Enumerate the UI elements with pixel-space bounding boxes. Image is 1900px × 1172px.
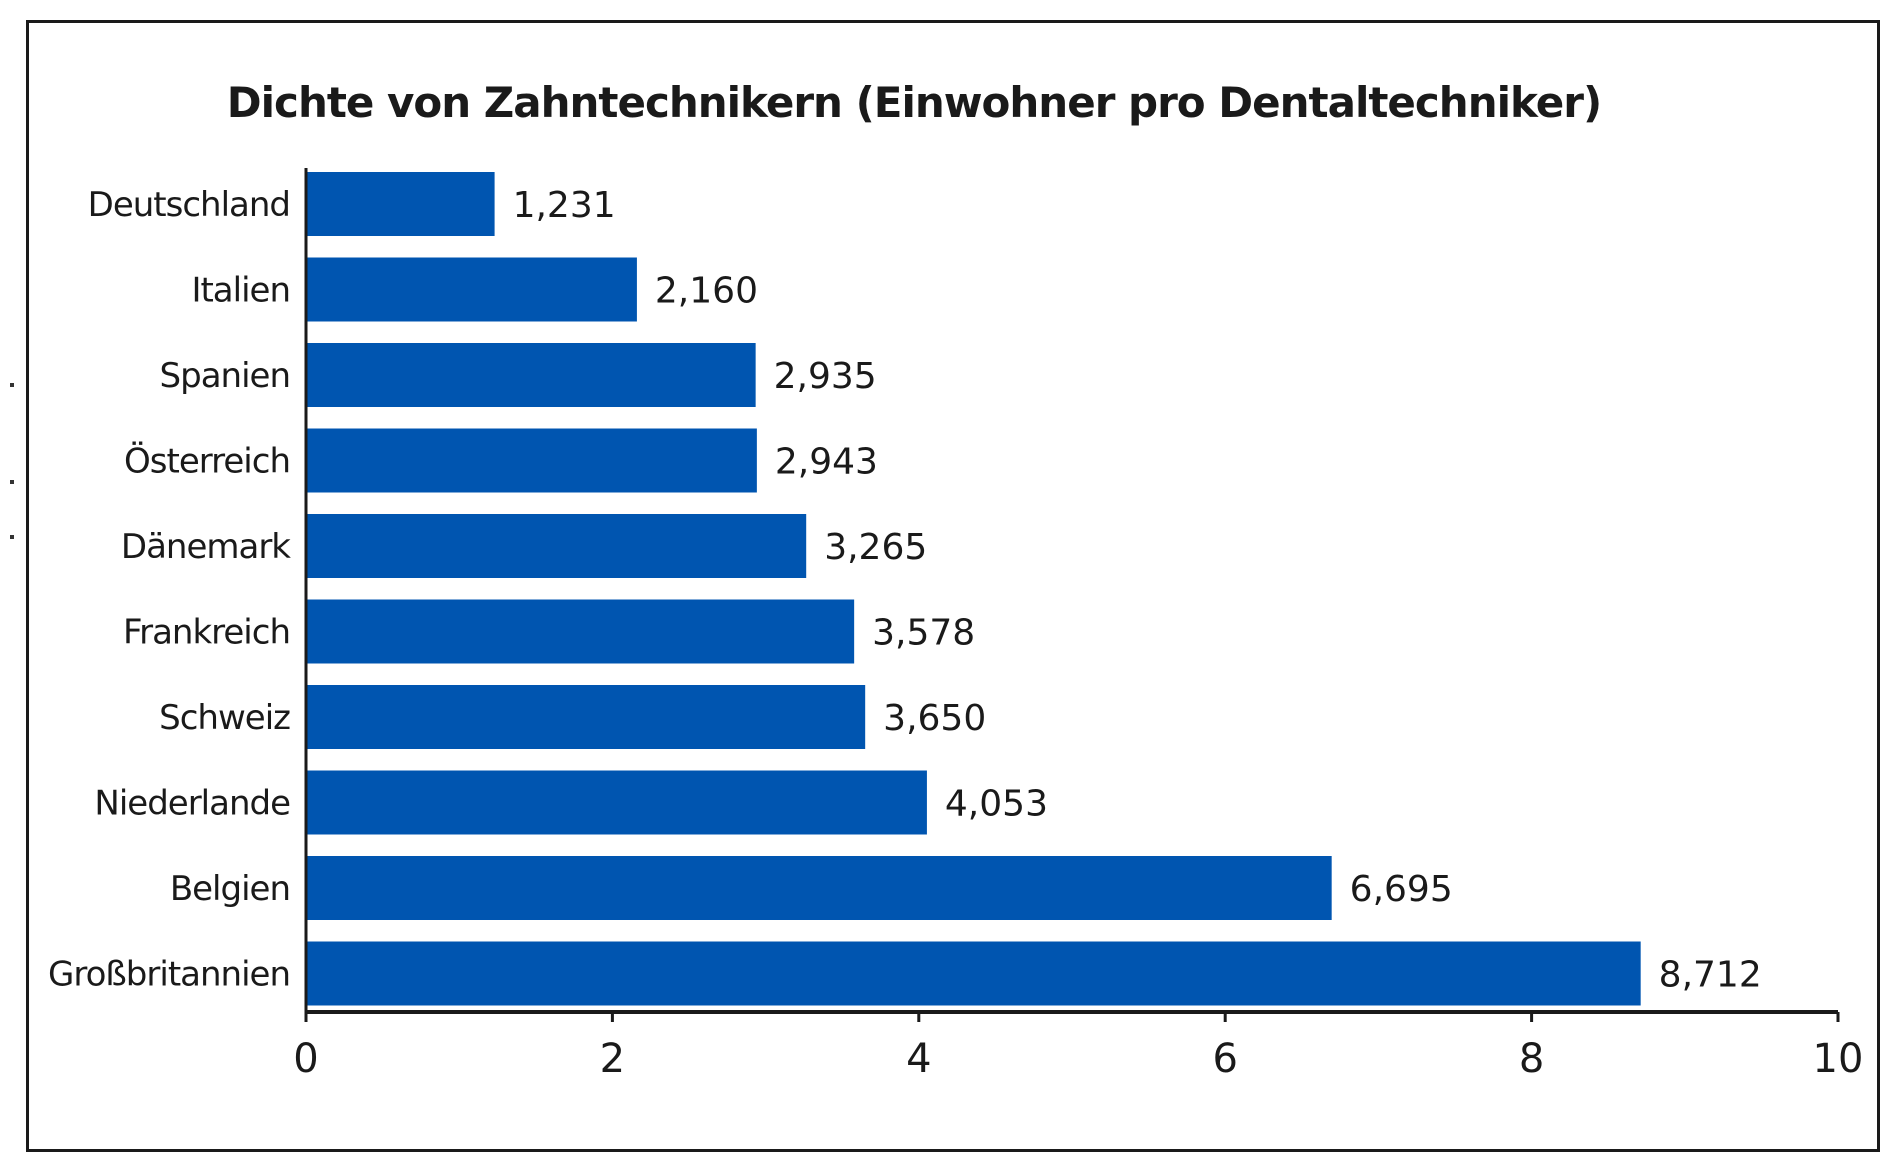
value-label: 3,578 bbox=[872, 613, 975, 654]
labels-group: Deutschland 1,231 Italien 2,160 Spanien 2,935… bbox=[48, 185, 1762, 996]
x-tick-label: 2 bbox=[600, 1036, 625, 1082]
category-label: Großbritannien bbox=[48, 955, 290, 995]
x-tick-label: 4 bbox=[906, 1036, 931, 1082]
value-label: 6,695 bbox=[1350, 869, 1453, 910]
bar-niederlande bbox=[306, 770, 927, 835]
bar-dänemark bbox=[306, 514, 807, 578]
bar-belgien bbox=[306, 856, 1332, 920]
x-tick-label: 10 bbox=[1813, 1036, 1864, 1082]
value-label: 4,053 bbox=[945, 784, 1048, 825]
category-label: Schweiz bbox=[159, 698, 290, 738]
edge-mark bbox=[10, 535, 14, 539]
chart-title: Dichte von Zahntechnikern (Einwohner pro… bbox=[226, 78, 1602, 127]
x-tick-label: 8 bbox=[1519, 1036, 1544, 1082]
bar-großbritannien bbox=[306, 941, 1641, 1006]
category-label: Niederlande bbox=[94, 784, 290, 824]
category-label: Italien bbox=[191, 271, 290, 311]
bar-italien bbox=[306, 257, 637, 322]
bar-frankreich bbox=[306, 599, 855, 664]
bar-deutschland bbox=[306, 172, 495, 236]
value-label: 3,650 bbox=[883, 698, 986, 739]
category-label: Dänemark bbox=[121, 527, 291, 567]
value-label: 2,935 bbox=[774, 356, 877, 397]
chart-frame bbox=[26, 20, 1880, 1152]
category-label: Belgien bbox=[170, 869, 290, 909]
category-label: Österreich bbox=[124, 441, 290, 482]
x-axis: 0 2 4 6 8 10 bbox=[293, 168, 1863, 1082]
x-tick-label: 0 bbox=[293, 1036, 318, 1082]
bar-spanien bbox=[306, 343, 756, 407]
edge-mark bbox=[10, 383, 14, 387]
category-label: Frankreich bbox=[123, 613, 290, 653]
x-tick-label: 6 bbox=[1212, 1036, 1237, 1082]
category-label: Deutschland bbox=[88, 185, 290, 225]
category-label: Spanien bbox=[160, 356, 290, 396]
edge-mark bbox=[10, 480, 14, 484]
value-label: 1,231 bbox=[513, 185, 616, 226]
value-label: 8,712 bbox=[1659, 955, 1762, 996]
value-label: 2,943 bbox=[775, 442, 878, 483]
bars-group bbox=[306, 172, 1641, 1006]
bar-schweiz bbox=[306, 685, 866, 749]
value-label: 2,160 bbox=[655, 271, 758, 312]
bar-österreich bbox=[306, 428, 757, 493]
value-label: 3,265 bbox=[824, 527, 927, 568]
